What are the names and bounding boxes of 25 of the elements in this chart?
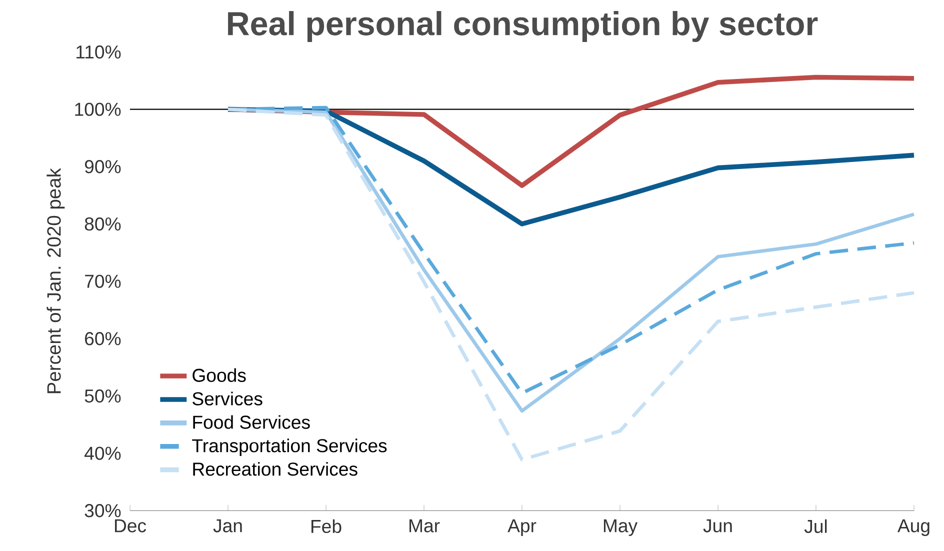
y-tick-label: 30% [84,504,121,518]
x-tick-label: Jul [804,520,827,534]
y-axis-title: Percent of Jan. 2020 peak [46,168,65,394]
y-tick-label: 80% [84,218,121,231]
x-tick-label: Jun [703,520,732,533]
legend-label: Recreation Services [193,462,358,476]
x-tick-label: Dec [114,520,146,533]
x-tick-label: May [604,520,638,536]
x-tick-label: Jan [213,520,242,533]
y-tick-label: 90% [84,160,121,174]
legend-label: Goods [192,368,246,382]
y-tick-label: 40% [84,446,121,460]
y-tick-label: 100% [75,102,121,116]
y-tick-label: 70% [85,274,121,288]
legend-label: Food Services [193,415,310,430]
x-tick-label: Aug [897,520,930,536]
x-tick-label: Apr [508,520,536,536]
legend-label: Transportation Services [192,438,387,456]
y-tick-label: 110% [76,46,121,59]
y-tick-label: 50% [84,390,121,403]
x-tick-label: Feb [312,520,342,534]
legend-label: Services [192,392,262,406]
x-tick-label: Mar [410,520,440,533]
chart-title: Real personal consumption by sector [228,11,818,42]
y-tick-label: 60% [85,332,121,346]
